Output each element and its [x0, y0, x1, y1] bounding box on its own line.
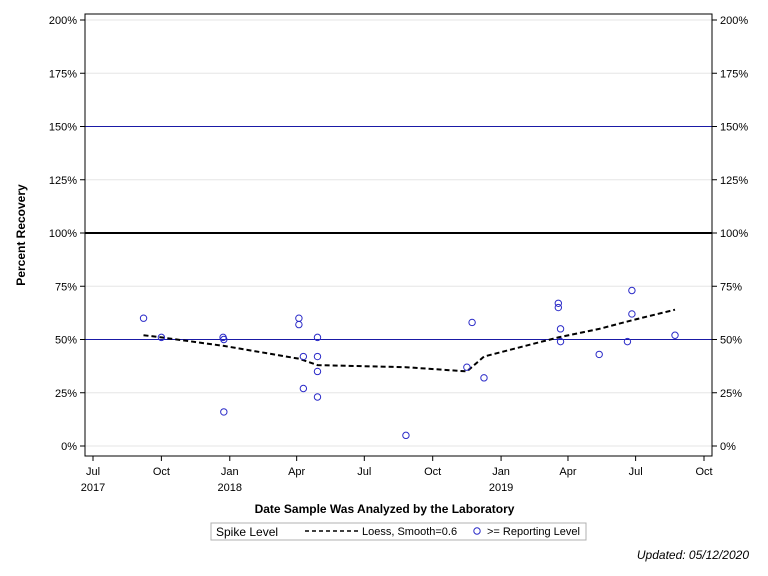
y-tick-label: 75%	[55, 281, 77, 293]
y-tick-label: 125%	[49, 175, 77, 187]
data-point	[480, 374, 488, 382]
data-point	[313, 393, 322, 401]
y-tick-label-right: 125%	[720, 175, 748, 187]
data-point	[628, 310, 636, 318]
x-tick-label: Oct	[424, 466, 441, 478]
data-point	[554, 303, 563, 312]
data-point	[139, 314, 148, 322]
y-tick-label-right: 100%	[720, 228, 748, 240]
x-tick-year-label: 2017	[81, 482, 105, 494]
y-tick-label: 100%	[49, 228, 77, 240]
legend-circle-swatch	[473, 527, 481, 535]
x-tick-label: Jan	[221, 466, 239, 478]
x-tick-label: Jul	[86, 466, 100, 478]
data-point	[402, 431, 410, 440]
y-tick-label-right: 75%	[720, 281, 742, 293]
x-tick-label: Oct	[153, 466, 170, 478]
x-tick-label: Jul	[629, 466, 643, 478]
y-tick-label: 200%	[49, 15, 77, 27]
x-tick-label: Jul	[357, 466, 371, 478]
data-point	[468, 318, 476, 327]
x-axis-title: Date Sample Was Analyzed by the Laborato…	[255, 502, 515, 516]
legend-loess-label: Loess, Smooth=0.6	[362, 526, 457, 538]
y-tick-label-right: 150%	[720, 122, 748, 134]
x-tick-year-label: 2018	[218, 482, 242, 494]
y-tick-label-right: 0%	[720, 441, 736, 453]
data-series	[139, 286, 679, 440]
data-point	[628, 286, 636, 295]
data-point	[313, 367, 322, 376]
data-point	[556, 337, 565, 346]
y-tick-label: 150%	[49, 122, 77, 134]
y-axis-title: Percent Recovery	[14, 184, 28, 286]
y-tick-label-right: 50%	[720, 335, 742, 347]
y-tick-label-right: 175%	[720, 68, 748, 80]
plot-frame	[84, 13, 713, 457]
reference-lines	[85, 126, 712, 340]
x-tick-label: Apr	[288, 466, 305, 478]
data-point	[299, 352, 308, 361]
data-point	[671, 331, 679, 339]
updated-timestamp: Updated: 05/12/2020	[636, 548, 749, 562]
y-tick-label: 25%	[55, 388, 77, 400]
loess-line	[143, 308, 676, 373]
data-point	[295, 320, 303, 329]
data-point	[299, 384, 308, 393]
x-tick-label: Apr	[559, 466, 576, 478]
legend: Spike Level Loess, Smooth=0.6 >= Reporting…	[210, 522, 587, 541]
data-point	[463, 363, 471, 371]
data-point	[220, 335, 228, 344]
data-point	[313, 352, 322, 361]
data-point	[220, 408, 228, 416]
x-axis-ticks: Jul 2017 Oct Jan 2018 Apr Jul Oct Jan 2019 Apr Jul O…	[81, 456, 713, 494]
y-axis-ticks: 0% 0% 25% 25% 50% 50% 75% 75% 100% 100% 125% 125% 15…	[49, 15, 748, 453]
data-point	[313, 333, 322, 342]
y-tick-label-right: 200%	[720, 15, 748, 27]
data-point	[157, 333, 166, 342]
y-tick-label-right: 25%	[720, 388, 742, 400]
data-point	[595, 350, 603, 359]
x-tick-label: Jan	[492, 466, 510, 478]
legend-title: Spike Level	[216, 525, 278, 539]
data-point	[556, 325, 565, 333]
y-tick-label: 175%	[49, 68, 77, 80]
data-point	[623, 337, 632, 346]
legend-box	[210, 522, 587, 541]
x-tick-year-label: 2019	[489, 482, 513, 494]
legend-reporting-label: >= Reporting Level	[487, 526, 580, 538]
y-tick-label: 0%	[61, 441, 77, 453]
y-tick-label: 50%	[55, 335, 77, 347]
x-tick-label: Oct	[695, 466, 712, 478]
data-point	[554, 299, 563, 307]
